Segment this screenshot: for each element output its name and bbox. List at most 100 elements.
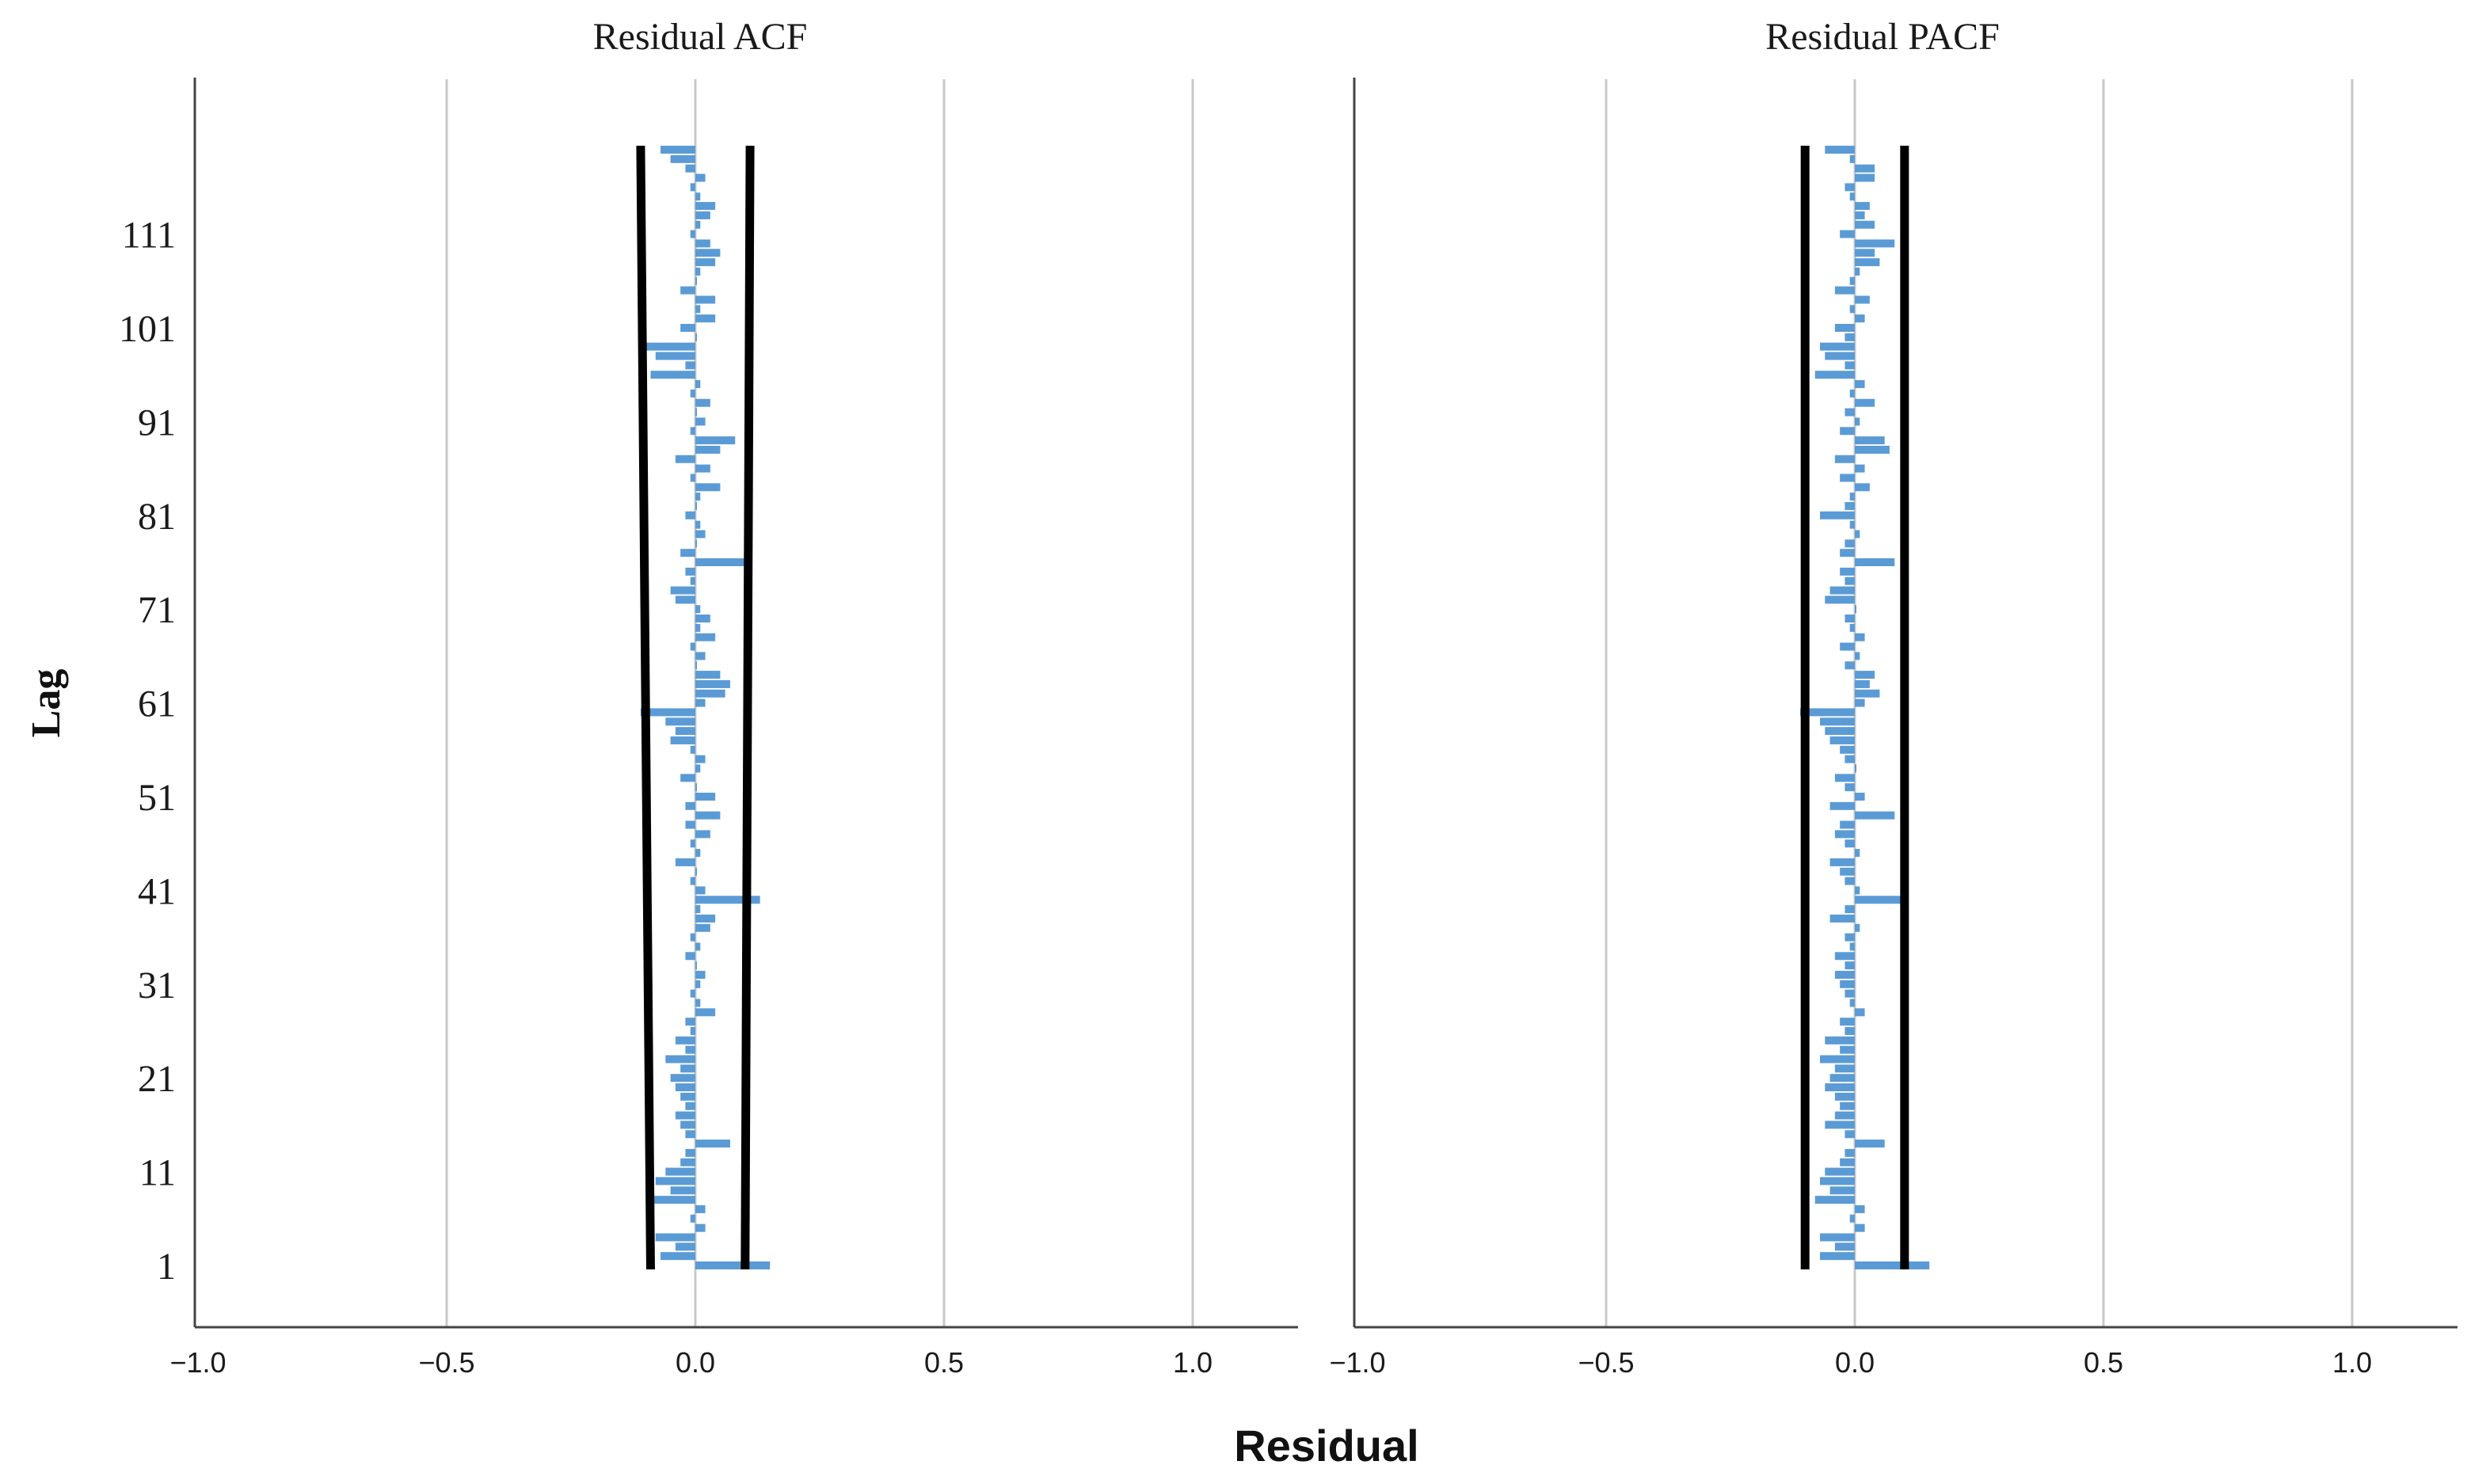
acf-bar [695,764,701,773]
pacf-bar [1855,202,1870,211]
pacf-bar [1855,164,1875,173]
pacf-bar [1834,1092,1855,1101]
pacf-bar [1825,1121,1855,1129]
pacf-bar [1855,380,1865,389]
pacf-bar [1834,952,1855,961]
acf-bar [695,1204,706,1213]
pacf-bar [1820,511,1855,519]
acf-bar [695,258,716,267]
pacf-bar [1840,1045,1855,1054]
pacf-bar [1845,1148,1855,1157]
acf-bar [695,605,701,614]
acf-bar [695,249,721,257]
pacf-bar [1840,1018,1855,1026]
pacf-bar [1845,755,1855,763]
pacf-axes [1353,78,2457,1329]
pacf-bar [1849,192,1855,201]
pacf-bar [1855,558,1895,566]
acf-bar [695,1261,771,1269]
pacf-bar [1840,1158,1855,1166]
pacf-bar [1849,942,1855,951]
acf-bar [695,211,710,219]
acf-bar [685,1045,695,1054]
pacf-bar [1855,605,1856,614]
acf-bar [680,1092,695,1101]
pacf-bar [1845,501,1855,510]
pacf-bar [1855,267,1860,276]
pacf-bar [1825,727,1855,736]
acf-upper-confidence-limit [740,146,755,1270]
pacf-confidence-limits [1800,146,1909,1269]
pacf-bar [1849,389,1855,398]
pacf-bar [1834,1111,1855,1120]
acf-bar [695,698,706,707]
pacf-bar [1855,258,1880,267]
acf-bar [695,295,716,304]
acf-bar [675,1111,695,1120]
acf-bar [695,671,721,679]
pacf-bar [1855,1204,1865,1213]
pacf-bar [1814,371,1855,379]
acf-bar [695,886,706,895]
pacf-bar [1845,783,1855,792]
pacf-bar [1820,1177,1855,1185]
acf-bar [695,867,697,876]
pacf-x-tick-label: −0.5 [1578,1346,1634,1379]
pacf-bar [1855,417,1860,426]
pacf-bar [1855,652,1860,660]
acf-bar [675,596,695,604]
acf-bar [665,717,695,726]
acf-bar [695,1008,716,1017]
pacf-bar [1840,820,1855,829]
acf-bar [695,333,697,341]
acf-bar [695,679,730,688]
acf-bar [695,408,697,417]
acf-x-tick-labels: −1.0 −0.5 0.0 0.5 1.0 [169,1346,1213,1379]
acf-bar [685,567,695,576]
acf-bar [640,708,695,717]
pacf-bar [1849,1214,1855,1223]
pacf-bar [1845,361,1855,370]
acf-bar [685,801,695,810]
pacf-bar [1855,220,1875,229]
pacf-x-tick-label: 0.0 [1835,1346,1875,1379]
acf-bar [695,905,701,914]
acf-bar [695,783,697,792]
pacf-bar [1855,530,1860,538]
acf-bar [695,276,697,285]
acf-bar [690,474,695,482]
acf-bar [685,1148,695,1157]
pacf-bar [1849,276,1855,285]
acf-bar [695,501,697,510]
acf-bar [685,361,695,370]
acf-bar [690,745,695,754]
pacf-bar [1855,249,1875,257]
pacf-bar [1855,445,1890,454]
pacf-bar [1845,961,1855,970]
acf-bar [685,164,695,173]
pacf-bar [1834,455,1855,463]
acf-bar [680,1064,695,1073]
pacf-bar [1855,849,1860,858]
acf-bar [695,980,701,988]
acf-bar [645,342,695,351]
acf-bar [685,1102,695,1110]
pacf-bar [1829,586,1855,595]
pacf-bar [1845,539,1855,548]
acf-bar [675,727,695,736]
acf-bar [665,1055,695,1064]
pacf-bar [1855,483,1870,492]
acf-x-tick-label: −1.0 [169,1346,226,1379]
pacf-bar [1849,520,1855,529]
pacf-bar [1845,661,1855,670]
pacf-bar [1825,1036,1855,1045]
pacf-bar [1849,154,1855,163]
acf-bar [695,380,701,389]
acf-bar [685,952,695,961]
acf-bar [695,539,697,548]
pacf-bar [1855,671,1875,679]
acf-bar [680,774,695,782]
pacf-bar [1840,745,1855,754]
y-tick-label: 111 [122,215,176,257]
acf-bar [695,445,721,454]
